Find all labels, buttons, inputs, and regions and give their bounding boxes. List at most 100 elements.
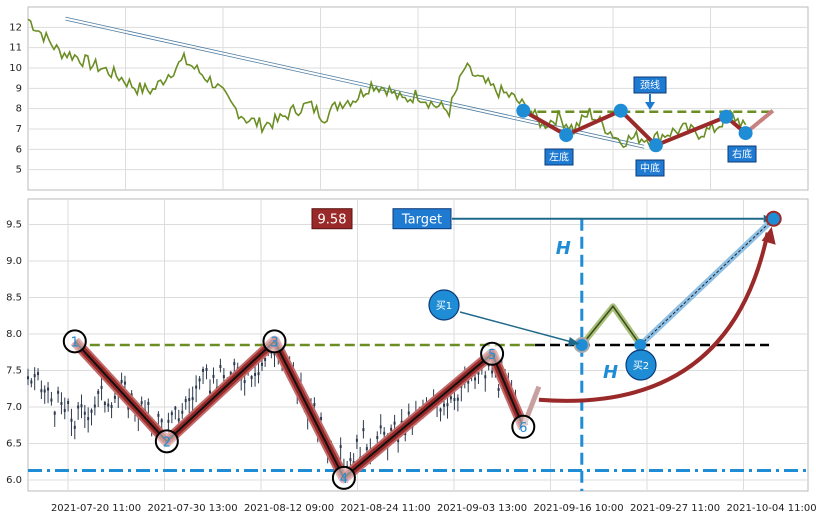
buy2-badge: 买2: [625, 349, 657, 381]
right-bottom-label-box: [727, 145, 757, 163]
candle-body: [170, 412, 173, 416]
candle-body: [50, 398, 53, 402]
top-y-tick-label: 7: [16, 124, 22, 135]
candle-body: [198, 378, 201, 382]
candle-body: [33, 374, 36, 378]
candle-body: [264, 357, 267, 361]
candle-body: [449, 396, 452, 400]
candle-body: [60, 401, 63, 405]
pattern-point-marker: 2: [154, 429, 179, 454]
top-pattern-marker: [613, 103, 628, 118]
candle-body: [97, 390, 100, 394]
candle-body: [365, 447, 368, 451]
projection-segment-b-edge: [581, 305, 641, 346]
candle-body: [474, 377, 477, 381]
height-label-projected: H: [603, 362, 618, 383]
projection-segment-c-edge: [639, 218, 775, 346]
candle-body: [87, 417, 90, 421]
top-y-tick-label: 5: [16, 165, 22, 176]
candle-body: [184, 399, 187, 403]
candle-body: [30, 380, 33, 384]
top-price-line: [27, 18, 747, 149]
candle-body: [443, 403, 445, 407]
candle-body: [37, 372, 40, 376]
candle-body: [90, 409, 93, 413]
bottom-x-tick-label: 2021-09-03 13:00: [437, 503, 527, 514]
price-box-rect: [311, 208, 353, 230]
candle-body: [212, 374, 215, 378]
bottom-y-tick-label: 6.5: [6, 439, 22, 450]
candle-body: [243, 380, 246, 384]
pattern-center-line: [74, 340, 525, 479]
pattern-point-label: 1: [71, 335, 79, 350]
target-box-rect: [392, 208, 452, 230]
buy1-circle: [428, 289, 460, 321]
candle-body: [209, 390, 211, 394]
candle-body: [77, 405, 80, 409]
top-y-tick-label: 12: [9, 22, 22, 33]
price-box-text: 9.58: [318, 213, 347, 228]
candle-body: [140, 401, 143, 405]
bottom-x-tick-label: 2021-08-24 11:00: [340, 503, 430, 514]
candle-body: [174, 406, 177, 410]
neckline-label-text: 颈线: [640, 79, 660, 92]
bottom-y-tick-label: 7.5: [6, 366, 22, 377]
candle-body: [362, 428, 365, 432]
candle-body: [477, 371, 480, 375]
candle-body: [229, 371, 232, 375]
left-bottom-label: 左底: [544, 148, 574, 166]
candle-body: [205, 368, 208, 372]
candle-body: [484, 375, 487, 379]
candle-body: [439, 408, 442, 412]
candle-body: [393, 421, 396, 425]
pattern-point-circle: [511, 414, 536, 439]
candle-body: [313, 402, 316, 406]
left-bottom-label-text: 左底: [549, 151, 569, 164]
pattern-point-marker: 3: [262, 329, 287, 354]
candle-body: [491, 370, 494, 374]
bottom-y-tick-label: 8.0: [6, 329, 22, 340]
candle-body: [250, 375, 253, 379]
candle-body: [202, 368, 205, 372]
candle-body: [113, 395, 116, 399]
candle-body: [339, 445, 342, 449]
candle-body: [261, 362, 263, 366]
candle-body: [80, 404, 83, 408]
bottom-x-tick-label: 2021-09-16 10:00: [533, 503, 623, 514]
candle-body: [147, 402, 150, 406]
left-bottom-label-box: [544, 148, 574, 166]
candle-body: [43, 389, 46, 393]
buy1-marker: [573, 337, 590, 353]
candle-body: [53, 411, 56, 415]
candle-body: [407, 411, 410, 415]
candle-body: [67, 401, 70, 405]
pattern-point-circle: [480, 341, 505, 366]
candle-body: [57, 390, 60, 394]
pattern-point-circle: [262, 329, 287, 354]
candle-body: [456, 397, 459, 401]
top-pattern-marker: [719, 109, 734, 124]
candle-body: [400, 420, 403, 424]
candle-body: [130, 393, 133, 397]
bottom-y-tick-label: 7.0: [6, 402, 22, 413]
candle-body: [453, 398, 456, 402]
candle-body: [157, 413, 160, 417]
candle-body: [73, 425, 76, 429]
buy1-badge: 买1: [428, 289, 460, 321]
top-y-tick-label: 9: [16, 83, 22, 94]
candle-body: [123, 381, 126, 385]
middle-bottom-label: 中底: [635, 159, 665, 177]
pattern-point-label: 4: [340, 472, 348, 487]
pattern-point-marker: 6: [511, 414, 536, 439]
candle-body: [47, 387, 50, 391]
candle-body: [40, 389, 43, 393]
target-box: Target: [392, 208, 452, 230]
bottom-x-tick-label: 2021-08-12 09:00: [244, 503, 334, 514]
candle-body: [390, 427, 393, 431]
top-y-tick-label: 6: [16, 144, 22, 155]
candle-body: [222, 375, 225, 379]
bottom-x-tick-label: 2021-09-27 11:00: [630, 503, 720, 514]
candle-body: [167, 419, 170, 423]
buy1-arrowhead: [567, 337, 580, 346]
